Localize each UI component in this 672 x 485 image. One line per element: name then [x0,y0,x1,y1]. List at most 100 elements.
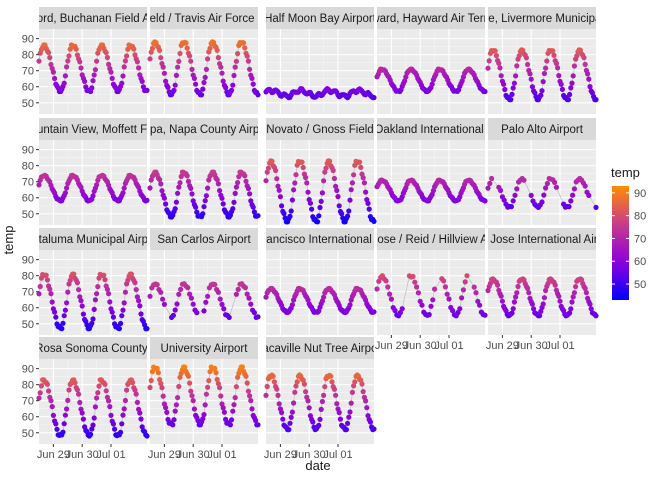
y-tick-label: 90 [22,255,34,267]
data-point [232,64,238,70]
data-point [133,391,139,397]
data-point [134,399,140,405]
data-point [508,204,514,210]
data-point [136,65,142,71]
y-tick-label: 50 [22,98,34,110]
data-point [184,173,190,179]
x-tick-label: Jun 29 [264,449,297,461]
data-point [77,294,83,300]
data-point [244,53,250,59]
data-point [492,48,498,54]
facet-plot-background [150,250,258,335]
data-point [371,95,377,101]
facet-strip [150,118,258,140]
data-point [64,406,70,412]
data-point [174,301,180,307]
data-point [120,412,126,418]
data-point [388,296,394,302]
data-point [570,73,576,79]
data-point [138,311,144,317]
data-point [120,307,126,313]
data-point [194,209,200,215]
data-point [104,286,110,292]
data-point [184,45,190,51]
facet-strip [39,7,147,29]
data-point [43,272,49,278]
data-point [189,393,195,399]
data-point [339,211,345,217]
facet-panel: Mountain View, Moffett Field [21,118,165,225]
data-point [358,164,364,170]
data-point [144,433,150,439]
data-point [121,406,127,412]
facet-strip [150,337,258,359]
data-point [49,404,55,410]
data-point [90,422,96,428]
legend-tick-label: 80 [634,211,646,223]
x-tick-label: Jul 01 [545,340,574,352]
data-point [568,198,574,204]
facet-strip [266,228,374,250]
legend-tick-label: 70 [634,233,646,245]
data-point [187,380,193,386]
data-point [90,316,96,322]
data-point [220,201,226,207]
data-point [496,60,502,66]
facet-panel: Concord, Buchanan Field Airport [36,7,150,114]
data-point [553,60,560,66]
data-point [137,410,143,416]
data-point [36,291,42,297]
data-point [223,84,229,91]
data-point [247,191,253,197]
data-point [263,392,269,398]
data-point [528,192,534,198]
x-tick-label: Jul 01 [323,449,352,461]
data-point [514,63,520,69]
data-point [205,56,211,62]
data-point [559,86,566,92]
data-point [287,420,293,426]
data-point [317,204,323,211]
data-point [107,404,113,410]
facet-strip-label: Mountain View, Moffett Field [21,124,165,136]
legend-tick-label: 90 [634,188,646,200]
data-point [200,416,206,422]
data-point [306,405,312,411]
data-point [587,301,593,307]
data-point [357,159,363,165]
data-point [64,300,70,306]
y-tick-label: 70 [22,66,34,78]
x-tick-label: Jun 29 [375,340,408,352]
data-point [164,409,170,415]
data-point [202,74,208,80]
data-point [230,206,236,212]
data-point [47,286,53,292]
data-point [251,209,257,215]
data-point [529,301,536,307]
data-point [207,45,213,52]
data-point [316,213,322,219]
data-point [157,47,163,54]
data-point [273,167,279,174]
data-point [464,273,470,279]
data-point [508,97,514,103]
data-point [158,381,164,387]
data-point [190,301,196,307]
legend-colorbar [612,186,629,300]
data-point [147,384,153,391]
data-point [540,301,546,307]
data-point [188,388,194,394]
data-point [567,91,573,98]
data-point [514,186,520,192]
data-point [360,389,366,395]
data-point [229,87,235,93]
data-point [569,299,575,305]
data-point [205,185,211,191]
data-point [245,185,251,192]
data-point [102,277,108,283]
data-point [343,427,349,433]
data-point [157,177,163,183]
data-point [121,64,127,70]
data-point [351,383,357,389]
data-point [348,400,354,406]
